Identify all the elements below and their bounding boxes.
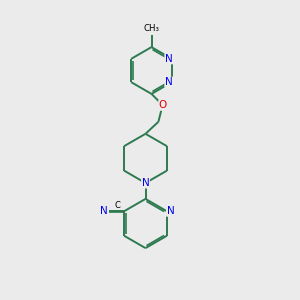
- Text: C: C: [114, 201, 120, 210]
- Text: O: O: [159, 100, 167, 110]
- Text: CH₃: CH₃: [143, 24, 160, 33]
- Text: N: N: [142, 178, 149, 188]
- Text: N: N: [165, 77, 172, 87]
- Text: N: N: [165, 54, 172, 64]
- Text: N: N: [167, 206, 174, 216]
- Text: N: N: [100, 206, 108, 216]
